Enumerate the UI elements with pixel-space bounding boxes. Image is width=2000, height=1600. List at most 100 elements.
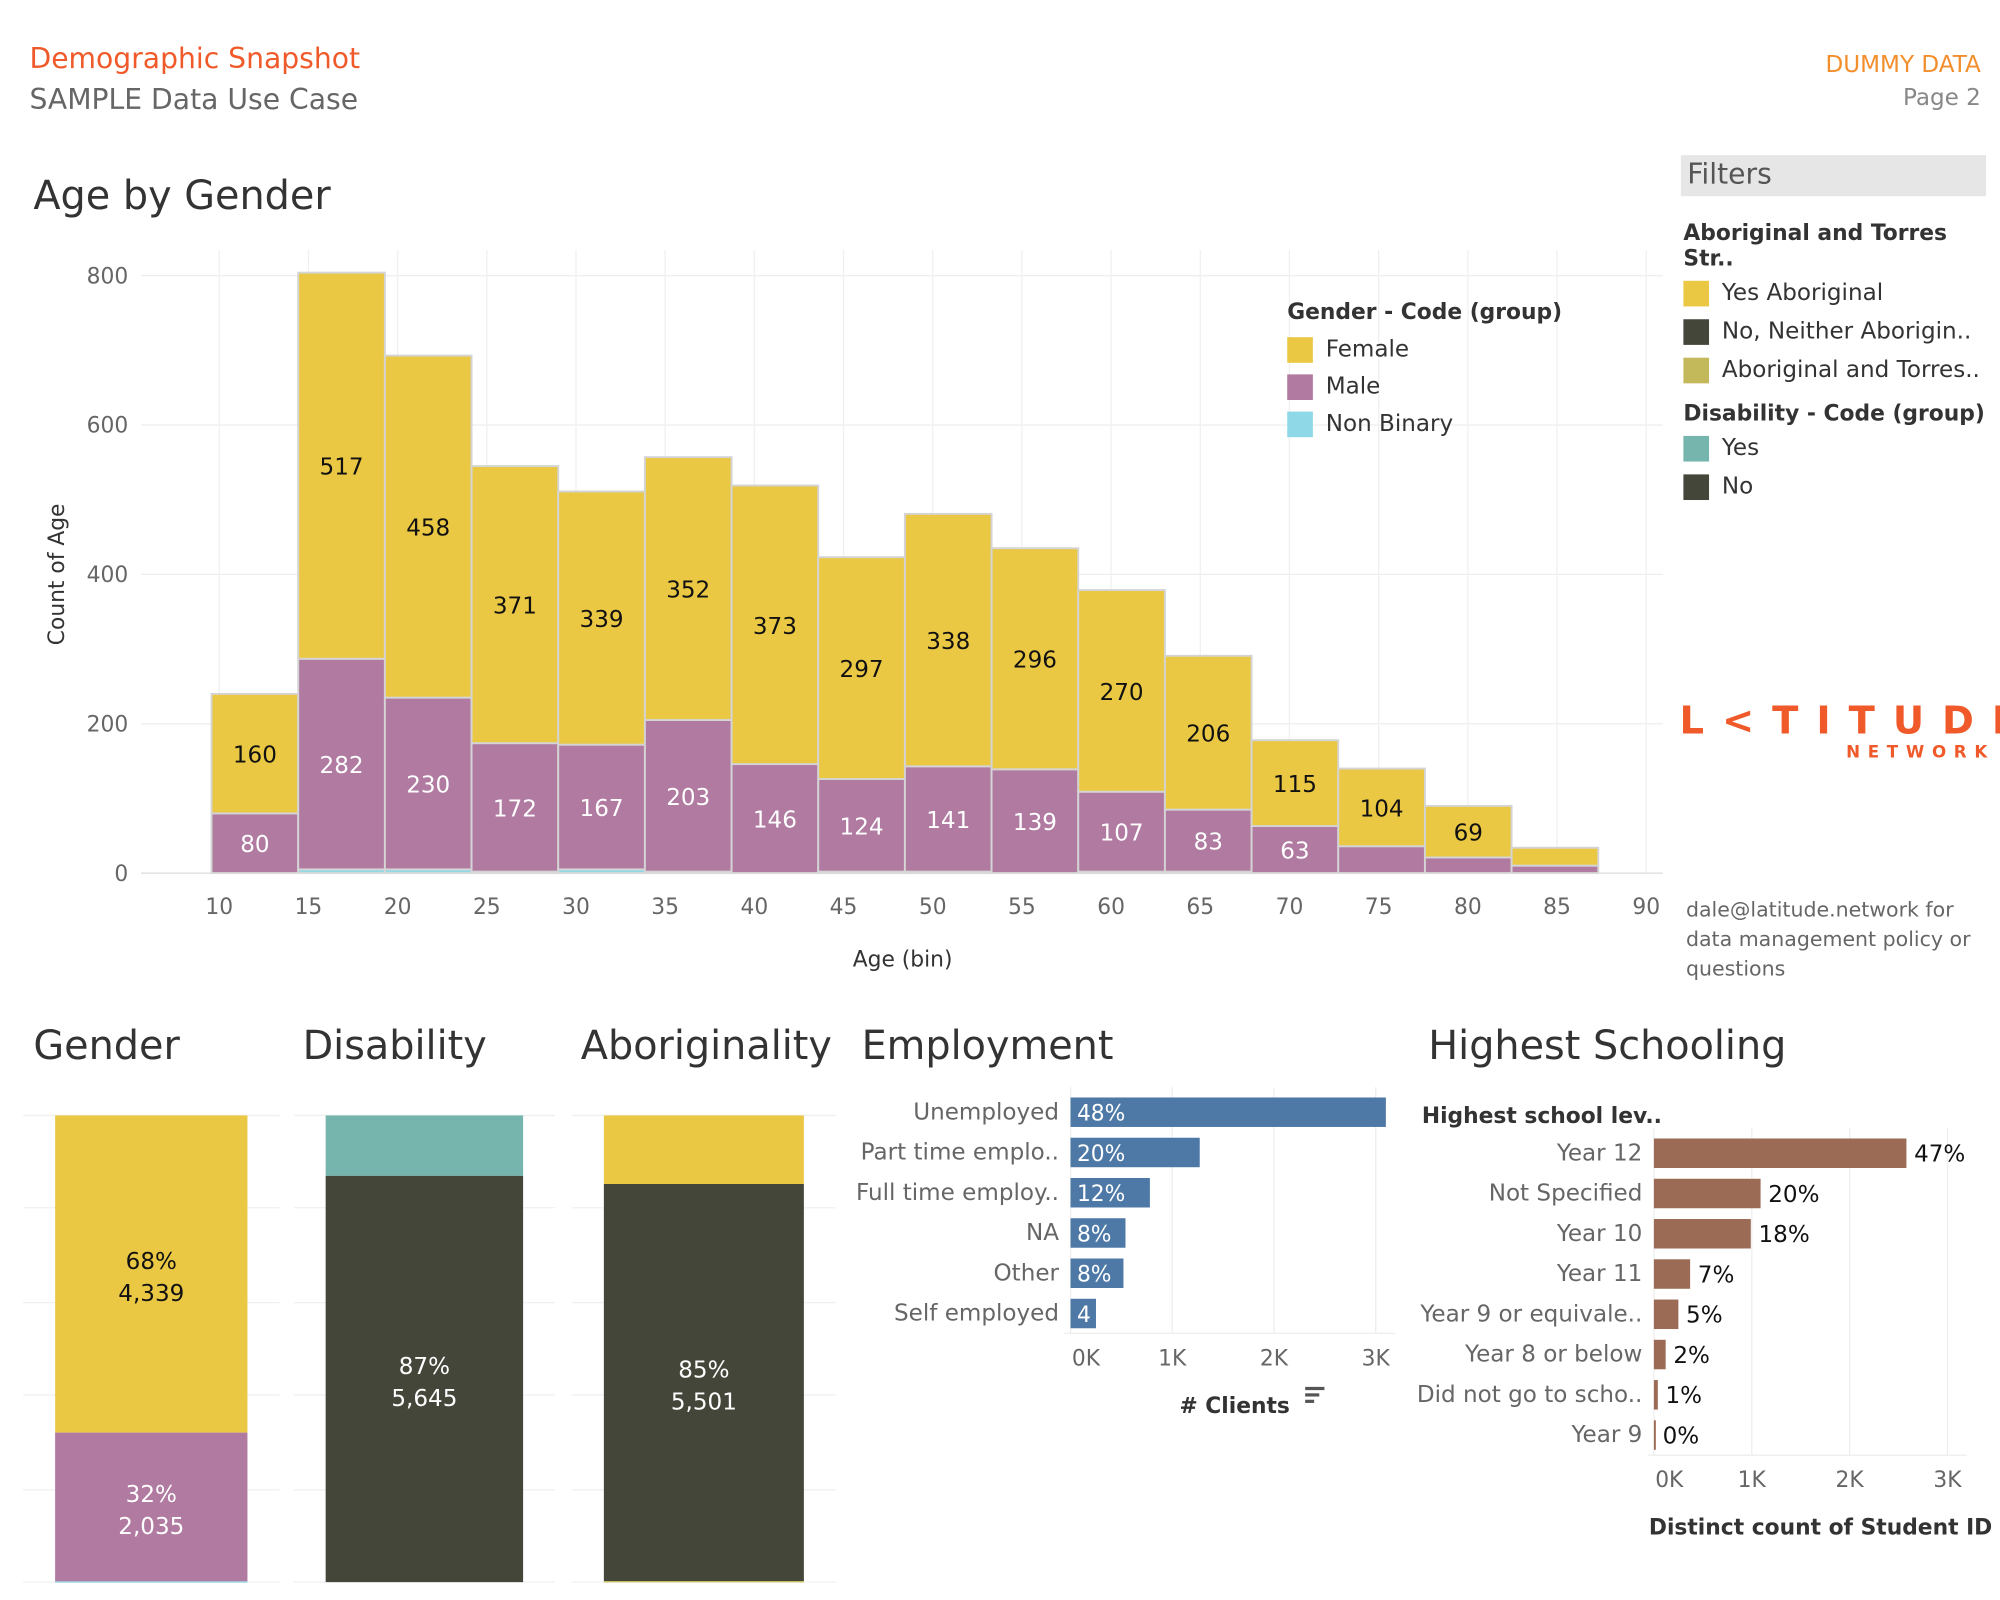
latitude-logo: L<TITUDE NETWORK bbox=[1680, 699, 2000, 763]
filter-item[interactable]: Yes Aboriginal bbox=[1683, 279, 2000, 307]
data-label: 80 bbox=[240, 832, 269, 858]
x-tick-label: 2K bbox=[1260, 1346, 1289, 1371]
aboriginality-stacked-bar: 85% 5,501 bbox=[571, 1114, 836, 1583]
bar-female bbox=[297, 271, 386, 660]
filter-item[interactable]: Aboriginal and Torres.. bbox=[1683, 356, 2000, 384]
bar-label: 48% bbox=[1077, 1102, 1125, 1127]
bar bbox=[1070, 1218, 1126, 1248]
page-number: Page 2 bbox=[1902, 84, 1981, 112]
data-label: 373 bbox=[753, 614, 797, 640]
filter-item[interactable]: No bbox=[1683, 473, 2000, 501]
contact-note: dale@latitude.network for data managemen… bbox=[1686, 895, 1971, 983]
contact-line: questions bbox=[1685, 956, 1786, 981]
x-tick-label: 0K bbox=[1072, 1346, 1101, 1371]
stacked-segment bbox=[603, 1183, 804, 1582]
y-tick-label: 400 bbox=[87, 563, 129, 588]
filter-swatch bbox=[1683, 319, 1710, 345]
bar-label: 8% bbox=[1077, 1263, 1112, 1288]
category-label: NA bbox=[1026, 1220, 1059, 1246]
bar bbox=[1070, 1137, 1200, 1168]
bar bbox=[1653, 1380, 1658, 1410]
column-header: Highest school lev.. bbox=[1422, 1104, 1662, 1129]
segment-value: 5,645 bbox=[391, 1386, 457, 1412]
legend-female[interactable]: Female bbox=[1287, 336, 1562, 363]
data-label: 139 bbox=[1013, 810, 1057, 836]
x-tick-label: 3K bbox=[1362, 1346, 1391, 1371]
legend-title: Gender - Code (group) bbox=[1287, 300, 1563, 326]
bar-label: 8% bbox=[1077, 1222, 1112, 1247]
x-axis-title: Age (bin) bbox=[853, 948, 953, 973]
legend-label: Female bbox=[1325, 335, 1410, 363]
dashboard-subtitle: SAMPLE Data Use Case bbox=[29, 84, 359, 117]
data-label: 296 bbox=[1013, 648, 1057, 674]
bar-male bbox=[990, 768, 1080, 875]
data-label: 172 bbox=[493, 796, 537, 822]
data-label: 458 bbox=[406, 516, 450, 542]
y-tick-label: 600 bbox=[87, 414, 129, 439]
bar-female bbox=[470, 465, 560, 745]
gender-legend: Gender - Code (group) Female Male Non Bi… bbox=[1287, 300, 1562, 447]
x-tick-label: 1K bbox=[1158, 1346, 1187, 1371]
category-label: Other bbox=[994, 1260, 1060, 1286]
stacked-segment bbox=[55, 1432, 248, 1582]
category-label: Year 9 or equivale.. bbox=[1419, 1301, 1642, 1327]
category-label: Part time emplo.. bbox=[861, 1140, 1059, 1166]
bar-female bbox=[990, 547, 1080, 771]
legend-male[interactable]: Male bbox=[1287, 373, 1562, 401]
data-label: 338 bbox=[926, 629, 970, 655]
data-label: 297 bbox=[840, 657, 884, 683]
logo-text: L<TITUDE bbox=[1679, 698, 2000, 744]
bar bbox=[1653, 1339, 1666, 1370]
filter-item[interactable]: Yes bbox=[1683, 435, 2000, 462]
x-tick-label: 3K bbox=[1933, 1468, 1962, 1493]
gender-stacked-bar: 68% 4,339 32% 2,035 bbox=[23, 1114, 280, 1583]
bar-female bbox=[817, 556, 906, 780]
legend-non-binary[interactable]: Non Binary bbox=[1287, 410, 1562, 438]
bar-female bbox=[643, 456, 733, 721]
category-label: Self employed bbox=[894, 1301, 1059, 1327]
data-label: 282 bbox=[320, 753, 364, 779]
data-label: 206 bbox=[1186, 722, 1230, 748]
y-tick-label: 800 bbox=[87, 264, 129, 289]
filters-header: Filters bbox=[1680, 155, 1986, 197]
data-label: 63 bbox=[1280, 839, 1309, 865]
category-label: Year 8 or below bbox=[1464, 1342, 1642, 1368]
filter-label: Yes Aboriginal bbox=[1721, 279, 1884, 307]
x-tick-label: 20 bbox=[384, 895, 412, 920]
bar-male bbox=[730, 763, 820, 875]
bar-male bbox=[297, 657, 386, 871]
contact-line[interactable]: dale@latitude.network for bbox=[1685, 897, 1954, 922]
schooling-bar-chart: 0K 1K 2K 3K Year 12 47% Not Specified 20% Year 1… bbox=[1417, 1104, 1992, 1541]
bar-label: 20% bbox=[1077, 1142, 1125, 1167]
stacked-segment bbox=[325, 1175, 524, 1583]
data-label: 115 bbox=[1273, 772, 1317, 798]
data-label: 517 bbox=[320, 455, 364, 481]
disability-stacked-bar: 87% 5,645 bbox=[293, 1114, 556, 1583]
x-tick-label: 70 bbox=[1276, 895, 1304, 920]
non-binary-swatch bbox=[1287, 411, 1313, 438]
filter-title: Aboriginal and Torres Str.. bbox=[1683, 220, 1948, 272]
bar-female bbox=[210, 692, 300, 815]
bar-label: 18% bbox=[1758, 1222, 1809, 1248]
x-tick-label: 15 bbox=[295, 895, 323, 920]
stacked-segment bbox=[55, 1581, 248, 1583]
bar-label: 47% bbox=[1914, 1142, 1965, 1168]
x-tick-label: 75 bbox=[1365, 895, 1393, 920]
bar bbox=[1653, 1178, 1761, 1209]
filter-item[interactable]: No, Neither Aborigin.. bbox=[1683, 318, 2000, 345]
x-tick-label: 90 bbox=[1632, 895, 1660, 920]
filter-label: No, Neither Aborigin.. bbox=[1721, 317, 1972, 345]
bar-female bbox=[730, 484, 820, 766]
segment-percent: 32% bbox=[126, 1482, 177, 1508]
gender-title: Gender bbox=[33, 1023, 180, 1070]
bar-male bbox=[817, 778, 906, 873]
schooling-title: Highest Schooling bbox=[1428, 1023, 1787, 1070]
bar bbox=[1653, 1219, 1751, 1249]
category-label: Year 9 bbox=[1571, 1422, 1643, 1448]
bar-female bbox=[1337, 767, 1426, 848]
segment-value: 5,501 bbox=[671, 1389, 737, 1415]
age-by-gender-chart: 0 200 400 600 800 10 15 20 25 30 35 40 45 50 55 60 65 70 7… bbox=[45, 250, 1663, 973]
data-label: 352 bbox=[666, 578, 710, 604]
category-label: Year 12 bbox=[1556, 1140, 1643, 1166]
